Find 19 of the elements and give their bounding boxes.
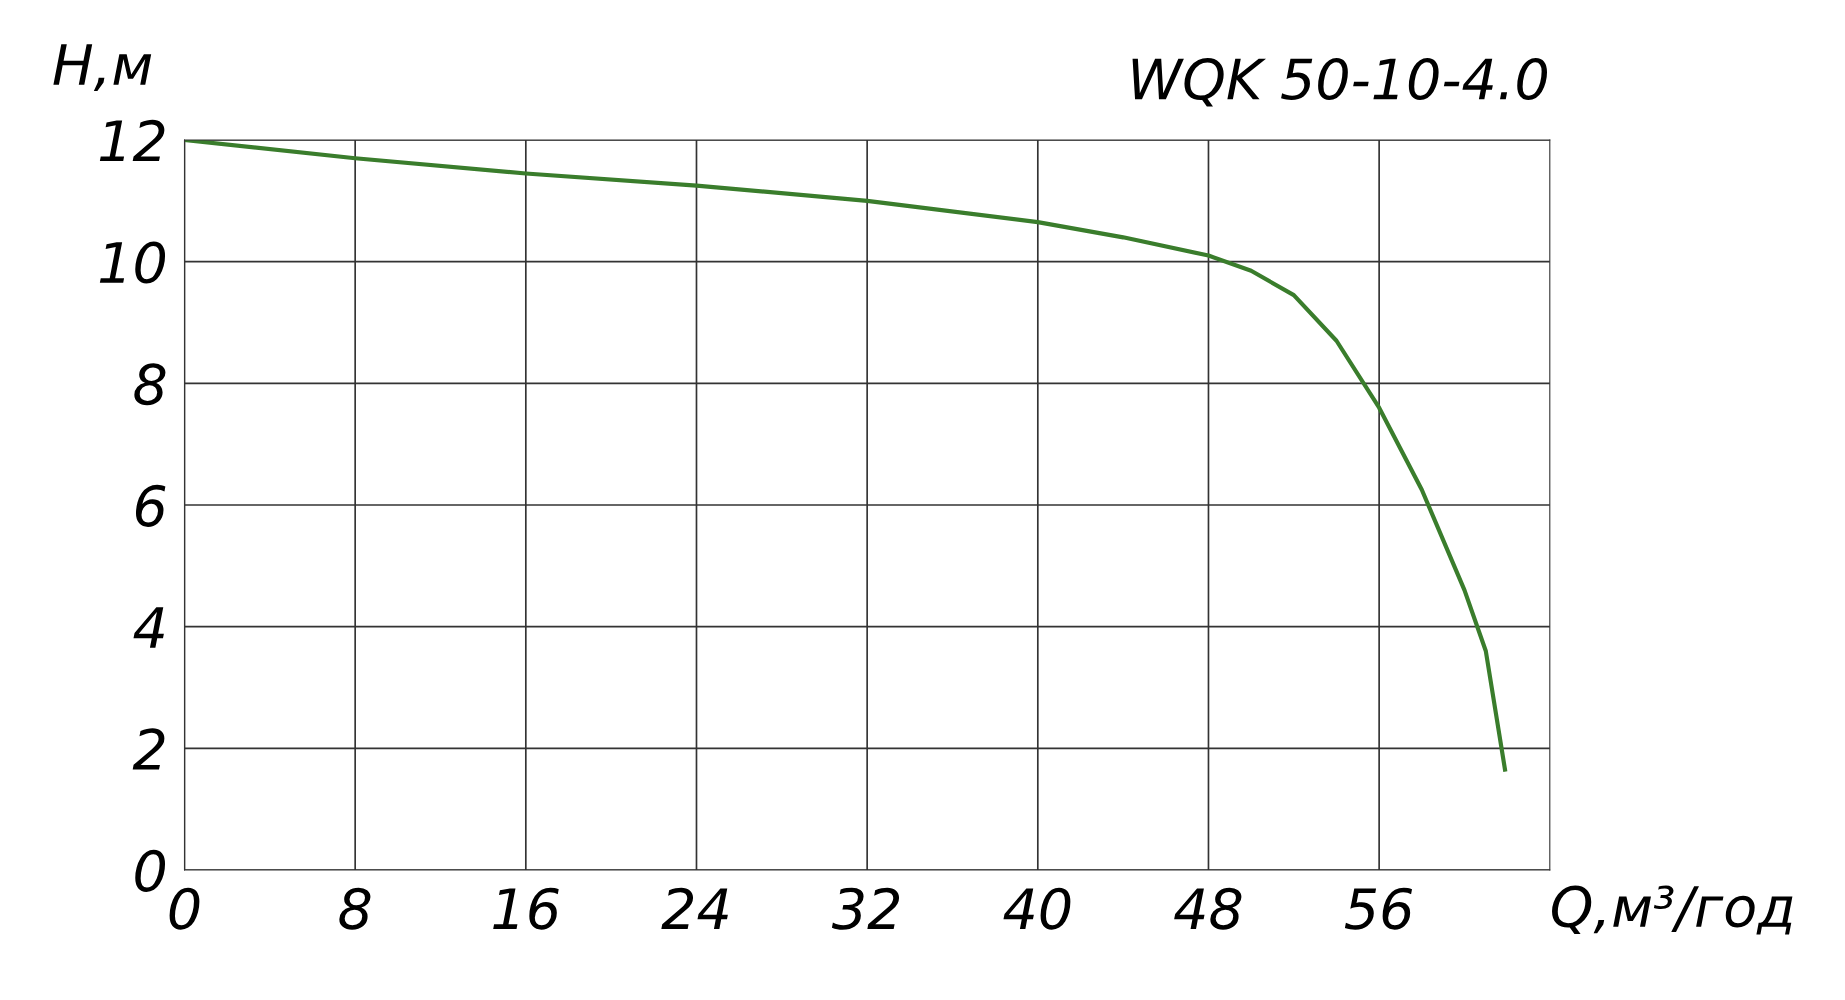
x-tick-label: 0 bbox=[169, 887, 200, 930]
y-tick-label: 2 bbox=[132, 728, 165, 770]
x-axis-title: Q,м³/год bbox=[1552, 885, 1793, 935]
x-tick-label: 40 bbox=[1003, 887, 1071, 930]
chart-title: WQK 50-10-4.0 bbox=[1132, 58, 1548, 107]
y-axis-title: Н,м bbox=[53, 44, 152, 92]
line-series bbox=[184, 140, 1508, 772]
x-tick-label: 24 bbox=[661, 887, 728, 929]
x-tick-label: 56 bbox=[1344, 887, 1413, 930]
y-tick-label: 0 bbox=[135, 849, 166, 892]
y-tick-label: 12 bbox=[99, 119, 165, 162]
x-tick-label: 8 bbox=[339, 887, 371, 930]
y-tick-label: 10 bbox=[99, 241, 166, 284]
y-tick-label: 4 bbox=[133, 607, 164, 648]
y-tick-label: 6 bbox=[135, 484, 166, 527]
x-tick-label: 48 bbox=[1174, 887, 1242, 930]
x-tick-label: 16 bbox=[493, 887, 559, 930]
x-tick-label: 32 bbox=[831, 887, 900, 930]
y-tick-label: 8 bbox=[134, 363, 166, 406]
